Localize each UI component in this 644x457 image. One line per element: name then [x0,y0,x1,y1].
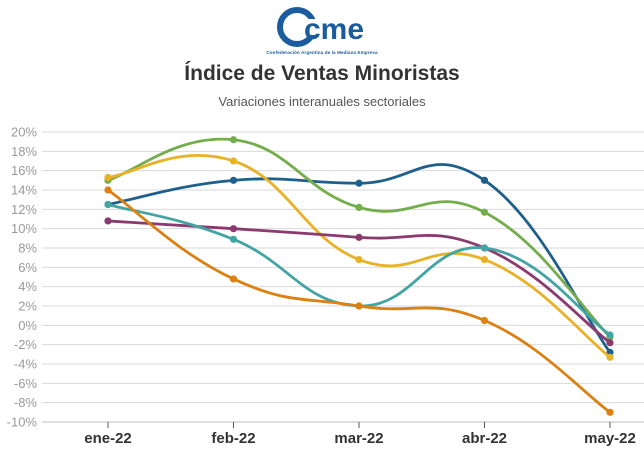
data-point[interactable] [229,225,238,233]
series-line [106,203,612,337]
chart-subtitle: Variaciones interanuales sectoriales [218,94,426,109]
x-tick-label: abr-22 [462,430,507,447]
data-point[interactable] [355,256,363,264]
data-point[interactable] [104,173,112,182]
data-point[interactable] [229,157,238,165]
series-6 [104,186,614,416]
data-point[interactable] [104,200,112,209]
y-tick-label: 20% [11,125,37,140]
data-point[interactable] [355,302,363,310]
data-point[interactable] [606,353,614,361]
y-tick-label: -8% [14,395,38,410]
data-point[interactable] [229,235,238,243]
x-tick-label: mar-22 [334,430,383,447]
series-line [106,163,612,354]
data-point[interactable] [104,217,112,225]
data-point[interactable] [606,331,614,339]
data-point[interactable] [355,179,363,187]
data-point[interactable] [229,176,238,184]
y-axis-ticks: 20% 18% 16% 14% 12% 10% 8% 6% 4% 2% 0% -2% -4% -6% -8%… [7,125,38,430]
series-lines [104,136,614,416]
y-tick-label: 4% [18,279,37,294]
x-axis-ticks: ene-22 feb-22 mar-22 abr-22 may-22 [84,422,636,447]
data-point[interactable] [606,339,614,347]
data-point[interactable] [229,136,238,144]
y-tick-label: -10% [7,415,38,430]
data-point[interactable] [104,186,112,194]
y-tick-label: -4% [14,357,38,372]
y-tick-label: 16% [11,163,37,178]
data-point[interactable] [606,408,614,416]
x-tick-label: feb-22 [211,430,255,447]
data-point[interactable] [480,244,489,252]
cme-logo-icon: cme [277,7,364,47]
y-tick-label: 12% [11,202,37,217]
logo: cme [0,6,644,55]
data-point[interactable] [480,256,489,264]
y-tick-label: -6% [14,376,38,391]
y-tick-label: 6% [18,260,37,275]
grid [42,131,644,423]
data-point[interactable] [480,316,489,325]
data-point[interactable] [229,275,238,283]
logo-text: cme [304,13,364,46]
y-tick-label: 2% [18,299,37,314]
series-5 [104,200,614,339]
logo-tagline: Confederación Argentina de la Mediana Em… [266,50,378,55]
y-tick-label: 8% [18,241,37,256]
x-tick-label: may-22 [584,430,636,447]
series-3 [104,154,614,361]
data-point[interactable] [355,233,363,241]
y-tick-label: -2% [14,337,38,352]
x-tick-label: ene-22 [84,430,132,447]
y-tick-label: 10% [11,221,37,236]
data-point[interactable] [355,203,363,211]
y-tick-label: 14% [11,183,37,198]
chart-title: Índice de Ventas Minoristas [184,62,460,85]
data-point[interactable] [480,208,489,216]
y-tick-label: 0% [18,318,37,333]
data-point[interactable] [480,176,489,184]
y-tick-label: 18% [11,144,37,159]
